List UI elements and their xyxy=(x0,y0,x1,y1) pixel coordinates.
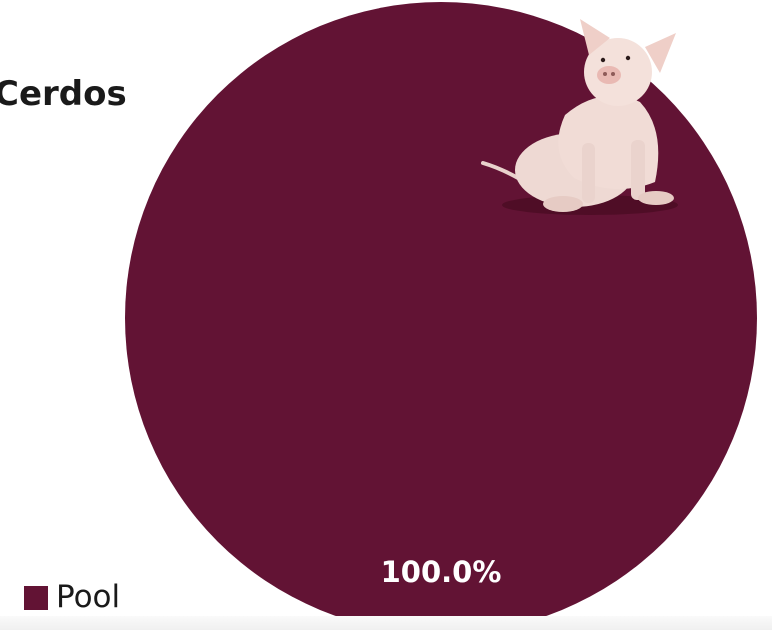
pig-icon xyxy=(481,19,678,215)
chart-title: Cerdos xyxy=(0,74,127,114)
chart-legend: Pool xyxy=(24,582,120,613)
pie-slices xyxy=(125,2,757,630)
slice-data-label: 100.0% xyxy=(381,555,502,589)
bottom-band xyxy=(0,616,772,630)
legend-swatch-pool xyxy=(24,585,48,610)
pie-slice-pool xyxy=(125,2,757,630)
legend-label-pool: Pool xyxy=(56,579,121,615)
